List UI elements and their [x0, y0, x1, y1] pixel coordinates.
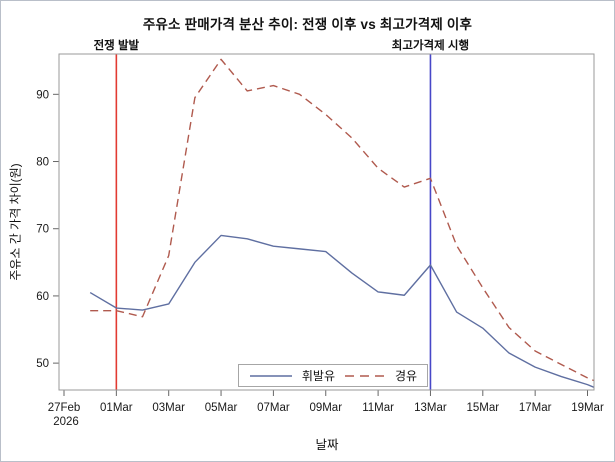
x-tick-label: 13Mar: [414, 402, 447, 414]
x-tick-label: 15Mar: [466, 402, 499, 414]
series-line-diesel: [90, 58, 595, 382]
x-tick-label: 17Mar: [519, 402, 552, 414]
y-tick-label: 60: [36, 291, 49, 303]
chart-legend: 휘발유 경유: [238, 364, 428, 387]
legend-label-gasoline: 휘발유: [301, 369, 336, 383]
x-tick-year-label: 2026: [53, 416, 79, 428]
x-tick-label: 09Mar: [309, 402, 342, 414]
x-tick-label: 03Mar: [152, 402, 185, 414]
y-tick-label: 80: [36, 157, 49, 169]
x-tick-label: 07Mar: [257, 402, 290, 414]
y-tick-label: 90: [36, 89, 49, 101]
x-tick-label: 19Mar: [571, 402, 604, 414]
ref-line-label-war: 전쟁 발발: [93, 40, 140, 52]
legend-gasoline-line-sample: [249, 374, 292, 377]
y-tick-label: 50: [36, 358, 49, 370]
x-tick-label: 01Mar: [100, 402, 133, 414]
legend-label-diesel: 경유: [395, 369, 418, 383]
y-tick-label: 70: [36, 224, 49, 236]
chart-title: 주유소 판매가격 분산 추이: 전쟁 이후 vs 최고가격제 이후: [142, 17, 473, 32]
plot-frame: [58, 53, 595, 391]
x-tick-label: 05Mar: [205, 402, 238, 414]
legend-diesel-line-sample: [345, 374, 386, 377]
x-tick-label: 27Feb: [48, 402, 81, 414]
x-axis-label: 날짜: [315, 438, 339, 452]
ref-line-label-price-ceiling: 최고가격제 시행: [391, 40, 470, 52]
y-axis-label: 주유소 간 가격 차이(원): [8, 163, 23, 281]
x-tick-label: 11Mar: [362, 402, 394, 414]
series-line-gasoline: [89, 234, 595, 388]
